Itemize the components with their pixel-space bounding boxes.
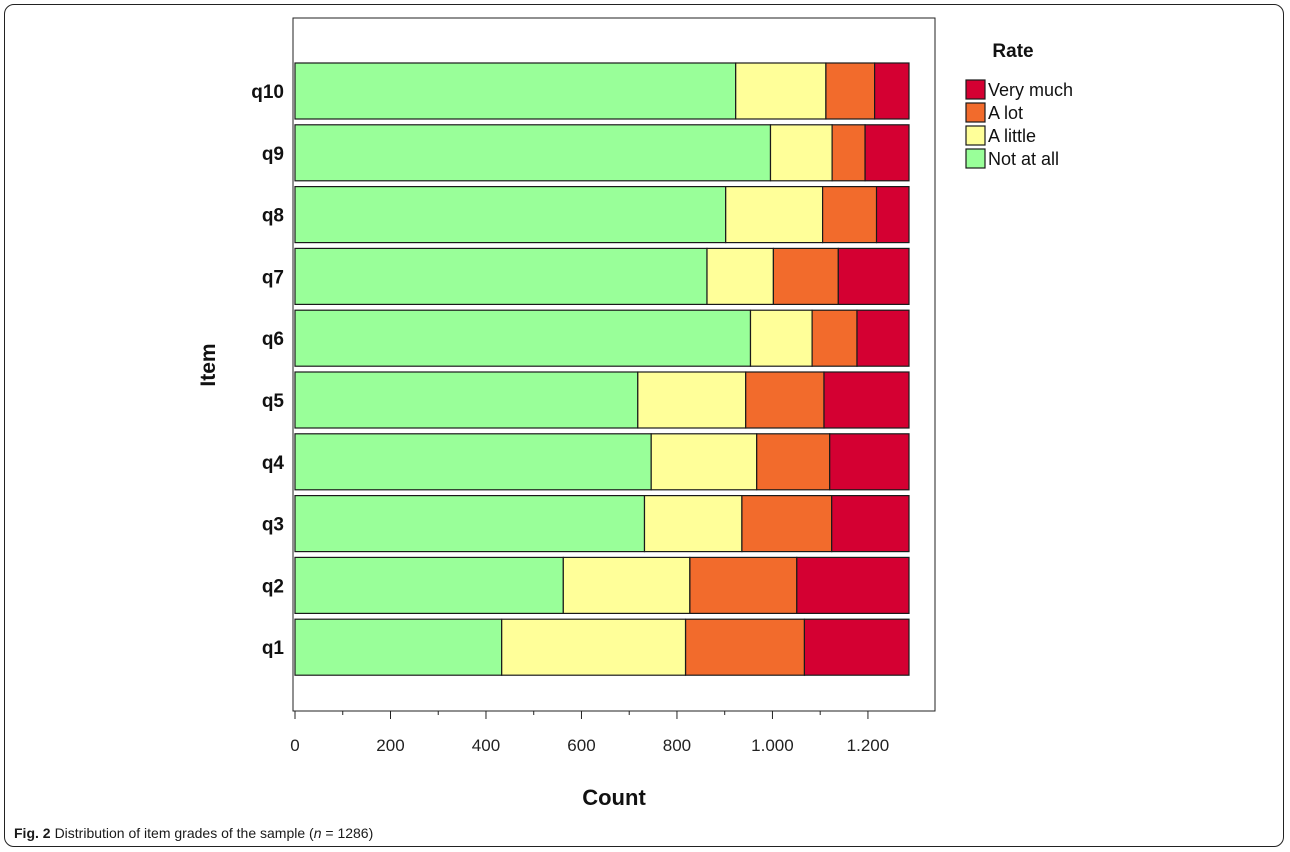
y-tick-label-q8: q8: [262, 206, 284, 227]
caption-text-after: = 1286): [321, 825, 374, 841]
bar-q3-not-at-all: [294, 495, 646, 553]
bar-q8-not-at-all: [294, 186, 727, 244]
bar-q9-very-much: [864, 124, 910, 182]
bars-layer: [294, 62, 910, 676]
bar-q2-not-at-all: [294, 556, 564, 615]
bar-q9-a-lot: [831, 124, 866, 182]
legend-label-not-at-all: Not at all: [988, 149, 1059, 169]
y-axis-title: Item: [197, 343, 220, 386]
bar-q5-very-much: [823, 371, 910, 429]
x-tick-label-600: 600: [567, 736, 595, 755]
y-tick-label-q5: q5: [262, 391, 285, 412]
bar-q10-a-lot: [825, 62, 876, 120]
bar-q8-very-much: [875, 186, 910, 244]
legend-label-a-little: A little: [988, 126, 1036, 146]
bar-q10-a-little: [735, 62, 827, 120]
figure-caption: Fig. 2 Distribution of item grades of the…: [14, 825, 373, 841]
bar-q7-a-little: [706, 247, 775, 305]
y-tick-label-q1: q1: [262, 638, 285, 659]
bar-q3-very-much: [831, 495, 910, 553]
legend-title: Rate: [992, 41, 1033, 62]
bar-q8-a-lot: [821, 186, 878, 244]
bar-q6-a-little: [749, 309, 813, 367]
y-tick-label-q3: q3: [262, 515, 284, 536]
y-tick-label-q7: q7: [262, 267, 284, 288]
bar-q1-a-little: [501, 618, 687, 676]
bar-q2-a-lot: [689, 556, 798, 615]
bar-q6-very-much: [856, 309, 910, 367]
bar-q4-not-at-all: [294, 433, 652, 491]
legend: Rate Very much A lot A little Not at all: [965, 41, 1073, 169]
y-tick-label-q9: q9: [262, 144, 284, 165]
bar-q1-a-lot: [684, 618, 806, 676]
y-tick-label-q6: q6: [262, 329, 284, 350]
legend-swatch-a-lot: [965, 102, 986, 123]
bar-q7-a-lot: [772, 247, 839, 305]
bar-q6-a-lot: [811, 309, 858, 367]
legend-label-very-much: Very much: [988, 80, 1073, 100]
figure-label: Fig. 2: [14, 825, 51, 841]
y-tick-label-q2: q2: [262, 576, 284, 597]
caption-n-symbol: n: [313, 825, 322, 841]
x-tick-label-200: 200: [376, 736, 404, 755]
bar-q2-a-little: [562, 556, 691, 615]
x-tick-label-1000: 1.000: [751, 736, 794, 755]
x-tick-label-800: 800: [663, 736, 691, 755]
bar-q3-a-lot: [741, 495, 833, 553]
bar-q3-a-little: [643, 495, 743, 553]
bar-q7-very-much: [837, 247, 910, 305]
x-tick-label-1200: 1.200: [847, 736, 890, 755]
x-axis-title: Count: [582, 785, 646, 810]
bar-q4-a-little: [650, 433, 758, 491]
y-tick-labels: q10 q9 q8 q7 q6 q5 q4 q3 q2 q1: [251, 82, 284, 659]
bar-q10-very-much: [873, 62, 910, 120]
legend-swatch-not-at-all: [965, 148, 986, 169]
bar-q10-not-at-all: [294, 62, 737, 120]
bar-q5-a-lot: [745, 371, 825, 429]
x-axis: 0 200 400 600 800 1.000 1.200: [290, 710, 935, 755]
caption-text-before: Distribution of item grades of the sampl…: [54, 825, 314, 841]
bar-q1-very-much: [803, 618, 910, 676]
legend-swatch-very-much: [965, 79, 986, 100]
bar-q4-very-much: [829, 433, 910, 491]
x-tick-label-400: 400: [472, 736, 500, 755]
bar-q2-very-much: [796, 556, 910, 615]
bar-q8-a-little: [725, 186, 824, 244]
x-tick-label-0: 0: [290, 736, 299, 755]
y-tick-label-q10: q10: [251, 82, 284, 103]
legend-swatch-a-little: [965, 125, 986, 146]
bar-q9-a-little: [769, 124, 833, 182]
y-tick-label-q4: q4: [262, 453, 285, 474]
bar-q5-not-at-all: [294, 371, 639, 429]
bar-q1-not-at-all: [294, 618, 503, 676]
bar-q9-not-at-all: [294, 124, 772, 182]
bar-q5-a-little: [637, 371, 747, 429]
legend-label-a-lot: A lot: [988, 103, 1023, 123]
bar-q6-not-at-all: [294, 309, 752, 367]
bar-q4-a-lot: [756, 433, 831, 491]
bar-q7-not-at-all: [294, 247, 708, 305]
